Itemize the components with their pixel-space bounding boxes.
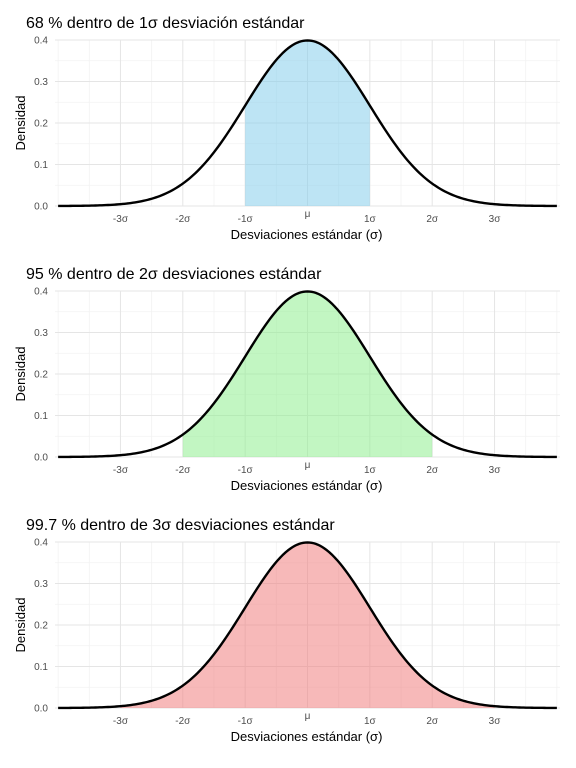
x-tick-label: -3σ	[113, 716, 129, 727]
x-tick-label: -1σ	[238, 214, 254, 225]
chart-title: 68 % dentro de 1σ desviación estándar	[26, 15, 305, 32]
x-tick-label: 1σ	[364, 465, 377, 476]
x-tick-label: -1σ	[238, 465, 254, 476]
y-tick-label: 0.2	[34, 119, 48, 130]
y-tick-label: 0.4	[34, 36, 48, 47]
y-tick-label: 0.3	[34, 579, 48, 590]
x-axis-label: Desviaciones estándar (σ)	[231, 227, 383, 242]
chart-panel-3: 0.0 0.1 0.2 0.3 0.4 -3σ -2σ -1σ μ 1σ 2σ 3σ Desviacio…	[13, 517, 560, 744]
y-axis-label: Densidad	[13, 96, 28, 151]
y-tick-label: 0.0	[34, 453, 48, 464]
density-curve	[58, 290, 557, 459]
x-tick-label: -2σ	[175, 214, 191, 225]
density-curve	[58, 541, 557, 710]
y-tick-label: 0.2	[34, 621, 48, 632]
chart-title: 99.7 % dentro de 3σ desviaciones estánda…	[26, 517, 335, 534]
x-tick-label: 3σ	[489, 214, 502, 225]
chart-panel-1: 0.0 0.1 0.2 0.3 0.4 -3σ -2σ -1σ μ 1σ 2σ 3σ Desviacio…	[13, 15, 560, 242]
y-tick-label: 0.1	[34, 662, 48, 673]
y-tick-label: 0.1	[34, 411, 48, 422]
y-tick-label: 0.1	[34, 160, 48, 171]
y-tick-label: 0.0	[34, 202, 48, 213]
x-tick-label: 3σ	[489, 465, 502, 476]
density-curve	[58, 39, 557, 208]
x-tick-label: 2σ	[426, 716, 439, 727]
x-tick-label: -2σ	[175, 716, 191, 727]
x-tick-label: -3σ	[113, 465, 129, 476]
y-axis-label: Densidad	[13, 347, 28, 402]
y-tick-label: 0.0	[34, 704, 48, 715]
x-tick-label: 2σ	[426, 214, 439, 225]
shaded-area	[245, 40, 370, 206]
y-axis-label: Densidad	[13, 598, 28, 653]
y-tick-label: 0.4	[34, 538, 48, 549]
x-tick-label: 3σ	[489, 716, 502, 727]
x-tick-label: -3σ	[113, 214, 129, 225]
x-tick-label: μ	[305, 711, 311, 722]
y-tick-label: 0.4	[34, 287, 48, 298]
shaded-area	[120, 542, 495, 708]
x-axis-label: Desviaciones estándar (σ)	[231, 478, 383, 493]
y-tick-label: 0.3	[34, 328, 48, 339]
x-tick-label: 1σ	[364, 214, 377, 225]
x-tick-label: 2σ	[426, 465, 439, 476]
y-tick-label: 0.2	[34, 370, 48, 381]
shaded-area	[182, 291, 433, 457]
x-tick-label: 1σ	[364, 716, 377, 727]
x-tick-label: -1σ	[238, 716, 254, 727]
x-axis-label: Desviaciones estándar (σ)	[231, 729, 383, 744]
x-tick-label: μ	[305, 460, 311, 471]
x-tick-label: -2σ	[175, 465, 191, 476]
chart-panel-2: 0.0 0.1 0.2 0.3 0.4 -3σ -2σ -1σ μ 1σ 2σ 3σ Desviacio…	[13, 266, 560, 493]
y-tick-label: 0.3	[34, 77, 48, 88]
chart-title: 95 % dentro de 2σ desviaciones estándar	[26, 266, 322, 283]
x-tick-label: μ	[305, 209, 311, 220]
